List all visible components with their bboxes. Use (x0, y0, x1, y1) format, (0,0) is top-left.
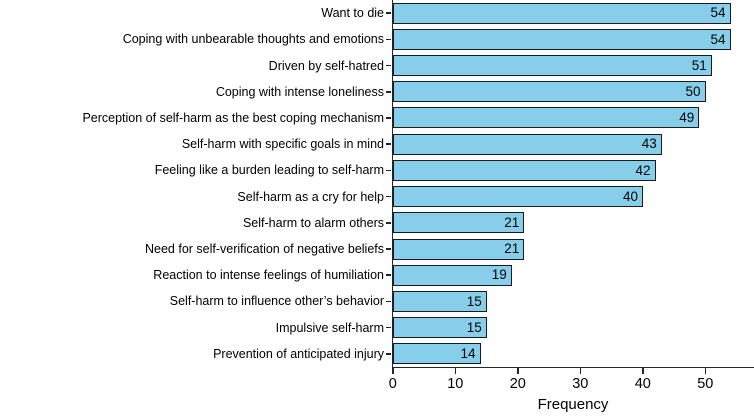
bar-row: Need for self-verification of negative b… (0, 235, 754, 263)
category-label: Perception of self-harm as the best copi… (82, 110, 384, 125)
bar-track: 54 (386, 26, 754, 53)
x-axis-tick-label: 20 (509, 376, 526, 392)
bar: 15 (393, 317, 487, 339)
category-label: Self-harm to influence other’s behavior (169, 294, 384, 309)
category-label: Prevention of anticipated injury (213, 346, 384, 361)
bar: 54 (393, 2, 731, 24)
x-axis-tick-label: 0 (388, 376, 397, 392)
category-label: Want to die (321, 6, 384, 21)
bar: 21 (393, 238, 525, 260)
bar-track: 15 (386, 314, 754, 341)
bar-track: 42 (386, 157, 754, 184)
bar-row: Reaction to intense feelings of humiliat… (0, 262, 754, 289)
bar-value-label: 21 (504, 241, 520, 257)
bar: 42 (393, 159, 656, 181)
bar: 50 (393, 81, 706, 103)
category-label: Need for self-verification of negative b… (144, 242, 384, 257)
x-axis-label: Frequency (537, 396, 609, 413)
bar-value-label: 43 (641, 136, 657, 152)
category-label: Self-harm to alarm others (242, 215, 384, 230)
category-label: Feeling like a burden leading to self-ha… (154, 163, 384, 178)
bar-value-label: 54 (710, 5, 726, 21)
x-axis-label-row: Frequency (0, 396, 754, 414)
bar-row: Impulsive self-harm 15 (0, 314, 754, 341)
bar-row: Self-harm to influence other’s behavior 1… (0, 288, 754, 315)
bar: 40 (393, 186, 643, 208)
bar-track: 40 (386, 183, 754, 210)
bar: 15 (393, 290, 487, 312)
bar: 21 (393, 212, 525, 234)
x-axis-tick-label: 50 (697, 376, 714, 392)
bar: 14 (393, 343, 481, 365)
bar-row: Self-harm to alarm others 21 (0, 209, 754, 236)
chart-rows: Want to die 54 Coping with unbearable thou… (0, 0, 754, 367)
bar-row: Self-harm with specific goals in mind 43 (0, 131, 754, 158)
bar-value-label: 19 (491, 267, 507, 283)
x-axis-row: 0 10 20 30 40 50 (0, 367, 754, 396)
bar-value-label: 15 (466, 319, 482, 335)
bar-track: 50 (386, 78, 754, 105)
bar-value-label: 21 (504, 215, 520, 231)
x-axis-tick (704, 368, 707, 374)
category-label: Self-harm as a cry for help (237, 189, 384, 204)
category-label: Coping with intense loneliness (215, 84, 384, 99)
x-axis-tick (642, 368, 644, 374)
bar-value-label: 15 (466, 293, 482, 309)
bar-row: Driven by self-hatred 51 (0, 52, 754, 79)
bar: 51 (393, 55, 712, 77)
bar-row: Self-harm as a cry for help 40 (0, 183, 754, 210)
bar-value-label: 50 (685, 83, 701, 99)
x-axis-tick-label: 40 (634, 376, 651, 392)
bar-row: Feeling like a burden leading to self-ha… (0, 157, 754, 184)
x-axis-tick (579, 368, 582, 374)
category-label: Driven by self-hatred (268, 58, 384, 73)
bar-value-label: 40 (622, 188, 638, 204)
bar-row: Perception of self-harm as the best copi… (0, 104, 754, 132)
x-axis-label-area: Frequency (392, 396, 754, 414)
x-axis-tick (517, 368, 519, 374)
bar-track: 14 (386, 340, 754, 367)
category-label: Coping with unbearable thoughts and emot… (122, 32, 384, 47)
bar: 54 (393, 28, 731, 50)
bar-row: Prevention of anticipated injury 14 (0, 340, 754, 367)
bar-track: 15 (386, 288, 754, 315)
bar-track: 21 (386, 235, 754, 263)
x-axis-tick (392, 368, 394, 374)
bar-value-label: 54 (710, 31, 726, 47)
bar-row: Want to die 54 (0, 0, 754, 27)
category-label: Self-harm with specific goals in mind (181, 137, 384, 152)
bar-value-label: 51 (691, 57, 707, 73)
x-axis: 0 10 20 30 40 50 (388, 367, 754, 396)
bar: 19 (393, 264, 512, 286)
bar: 43 (393, 133, 662, 155)
bar-track: 43 (386, 131, 754, 158)
bar: 49 (393, 107, 700, 129)
bar-track: 19 (386, 262, 754, 289)
bar-track: 54 (386, 0, 754, 27)
x-axis-tick-label: 30 (572, 376, 589, 392)
bar-row: Coping with unbearable thoughts and emot… (0, 26, 754, 53)
x-axis-tick-label: 10 (447, 376, 464, 392)
category-label: Reaction to intense feelings of humiliat… (153, 268, 384, 283)
bar-row: Coping with intense loneliness 50 (0, 78, 754, 105)
bar-value-label: 14 (460, 346, 476, 362)
bar-track: 49 (386, 104, 754, 132)
bar-track: 51 (386, 52, 754, 79)
x-axis-tick (454, 368, 457, 374)
bar-value-label: 42 (635, 162, 651, 178)
bar-value-label: 49 (679, 110, 695, 126)
category-label: Impulsive self-harm (275, 320, 384, 335)
x-axis-label-spacer (0, 396, 392, 414)
bar-track: 21 (386, 209, 754, 236)
x-axis-spacer (0, 367, 392, 396)
